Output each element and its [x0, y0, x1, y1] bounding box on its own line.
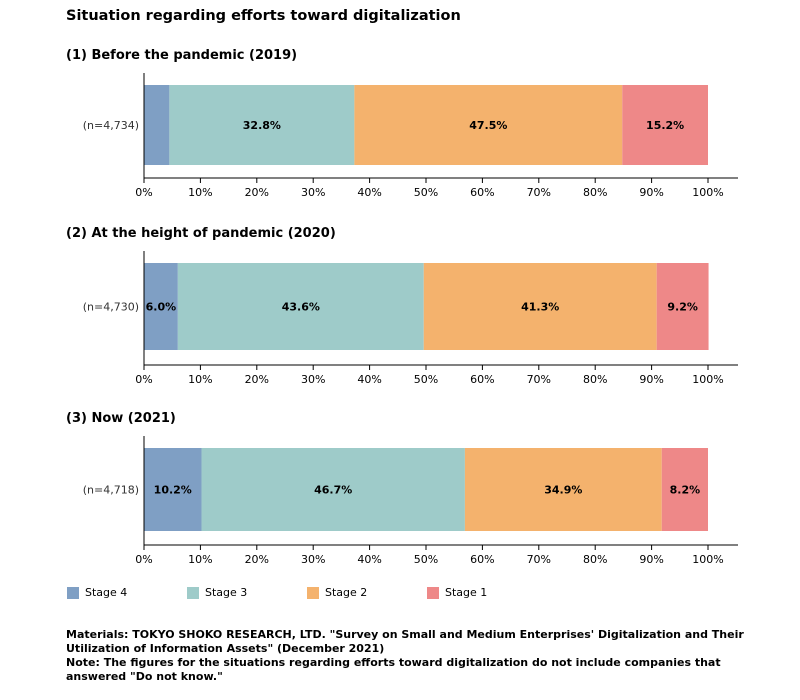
bar-segment-stage-1: [656, 263, 709, 350]
legend-item-stage-4: Stage 4: [67, 586, 127, 599]
x-tick-label: 80%: [583, 553, 607, 566]
data-label: 9.2%: [667, 301, 698, 314]
x-tick-label: 50%: [414, 553, 438, 566]
bar-segment-stage-3: [177, 263, 424, 350]
x-tick-label: 0%: [135, 553, 152, 566]
data-label: 8.2%: [670, 484, 701, 497]
x-tick-label: 50%: [414, 186, 438, 199]
bar-segment-stage-2: [423, 263, 657, 350]
x-tick-label: 60%: [470, 186, 494, 199]
x-tick-label: 90%: [639, 553, 663, 566]
data-label: 15.2%: [646, 119, 684, 132]
x-tick-label: 0%: [135, 373, 152, 386]
chart-title: Situation regarding efforts toward digit…: [66, 8, 461, 24]
bar-segment-stage-4: [144, 263, 178, 350]
x-tick-label: 70%: [527, 373, 551, 386]
legend-label: Stage 2: [325, 586, 368, 599]
x-tick-label: 10%: [188, 186, 212, 199]
data-label: 32.8%: [243, 119, 281, 132]
x-tick-label: 100%: [692, 553, 723, 566]
bar-segment-stage-2: [464, 448, 662, 531]
category-label: (n=4,734): [83, 119, 139, 132]
legend-item-stage-1: Stage 1: [427, 586, 487, 599]
data-label: 43.6%: [282, 301, 320, 314]
x-tick-label: 30%: [301, 553, 325, 566]
legend-swatch: [67, 586, 79, 599]
exclusion-note: Note: The figures for the situations reg…: [66, 656, 721, 683]
x-tick-label: 30%: [301, 186, 325, 199]
x-tick-label: 20%: [245, 186, 269, 199]
x-tick-label: 90%: [639, 186, 663, 199]
footnote: Materials: TOKYO SHOKO RESEARCH, LTD. "S…: [66, 628, 746, 684]
x-tick-label: 40%: [357, 373, 381, 386]
x-tick-label: 100%: [692, 373, 723, 386]
data-label: 47.5%: [469, 119, 507, 132]
x-tick-label: 90%: [639, 373, 663, 386]
data-label: 10.2%: [154, 484, 192, 497]
legend-swatch: [187, 586, 199, 599]
x-tick-label: 70%: [527, 553, 551, 566]
data-label: 41.3%: [521, 301, 559, 314]
legend-swatch: [307, 586, 319, 599]
x-tick-label: 50%: [414, 373, 438, 386]
bar-segment-stage-3: [201, 448, 465, 531]
chart-area: (1) Before the pandemic (2019) 32.8% 47.5%…: [66, 48, 738, 566]
data-label: 46.7%: [314, 484, 352, 497]
legend-label: Stage 3: [205, 586, 248, 599]
x-tick-label: 70%: [527, 186, 551, 199]
x-tick-label: 60%: [470, 553, 494, 566]
bar-segment-stage-4: [144, 85, 170, 165]
x-tick-label: 40%: [357, 553, 381, 566]
x-tick-label: 60%: [470, 373, 494, 386]
materials-note: Materials: TOKYO SHOKO RESEARCH, LTD. "S…: [66, 628, 744, 655]
legend-label: Stage 4: [85, 586, 128, 599]
x-tick-label: 20%: [245, 553, 269, 566]
legend-swatch: [427, 586, 439, 599]
bar-segment-stage-4: [144, 448, 202, 531]
x-tick-label: 80%: [583, 373, 607, 386]
x-tick-label: 30%: [301, 373, 325, 386]
legend-item-stage-2: Stage 2: [307, 586, 367, 599]
bar-segment-stage-2: [354, 85, 623, 165]
x-tick-label: 0%: [135, 186, 152, 199]
category-label: (n=4,718): [83, 484, 139, 497]
data-label: 6.0%: [146, 301, 177, 314]
x-tick-label: 10%: [188, 373, 212, 386]
panel-title: (2) At the height of pandemic (2020): [66, 226, 336, 241]
x-tick-label: 10%: [188, 553, 212, 566]
x-tick-label: 20%: [245, 373, 269, 386]
bar-segment-stage-3: [169, 85, 355, 165]
x-tick-label: 100%: [692, 186, 723, 199]
bar-segment-stage-1: [661, 448, 708, 531]
bar-segment-stage-1: [622, 85, 708, 165]
x-tick-label: 40%: [357, 186, 381, 199]
legend-item-stage-3: Stage 3: [187, 586, 247, 599]
panel-title: (3) Now (2021): [66, 411, 176, 426]
panel-title: (1) Before the pandemic (2019): [66, 48, 297, 63]
legend-label: Stage 1: [445, 586, 488, 599]
category-label: (n=4,730): [83, 301, 139, 314]
x-tick-label: 80%: [583, 186, 607, 199]
data-label: 34.9%: [544, 484, 582, 497]
